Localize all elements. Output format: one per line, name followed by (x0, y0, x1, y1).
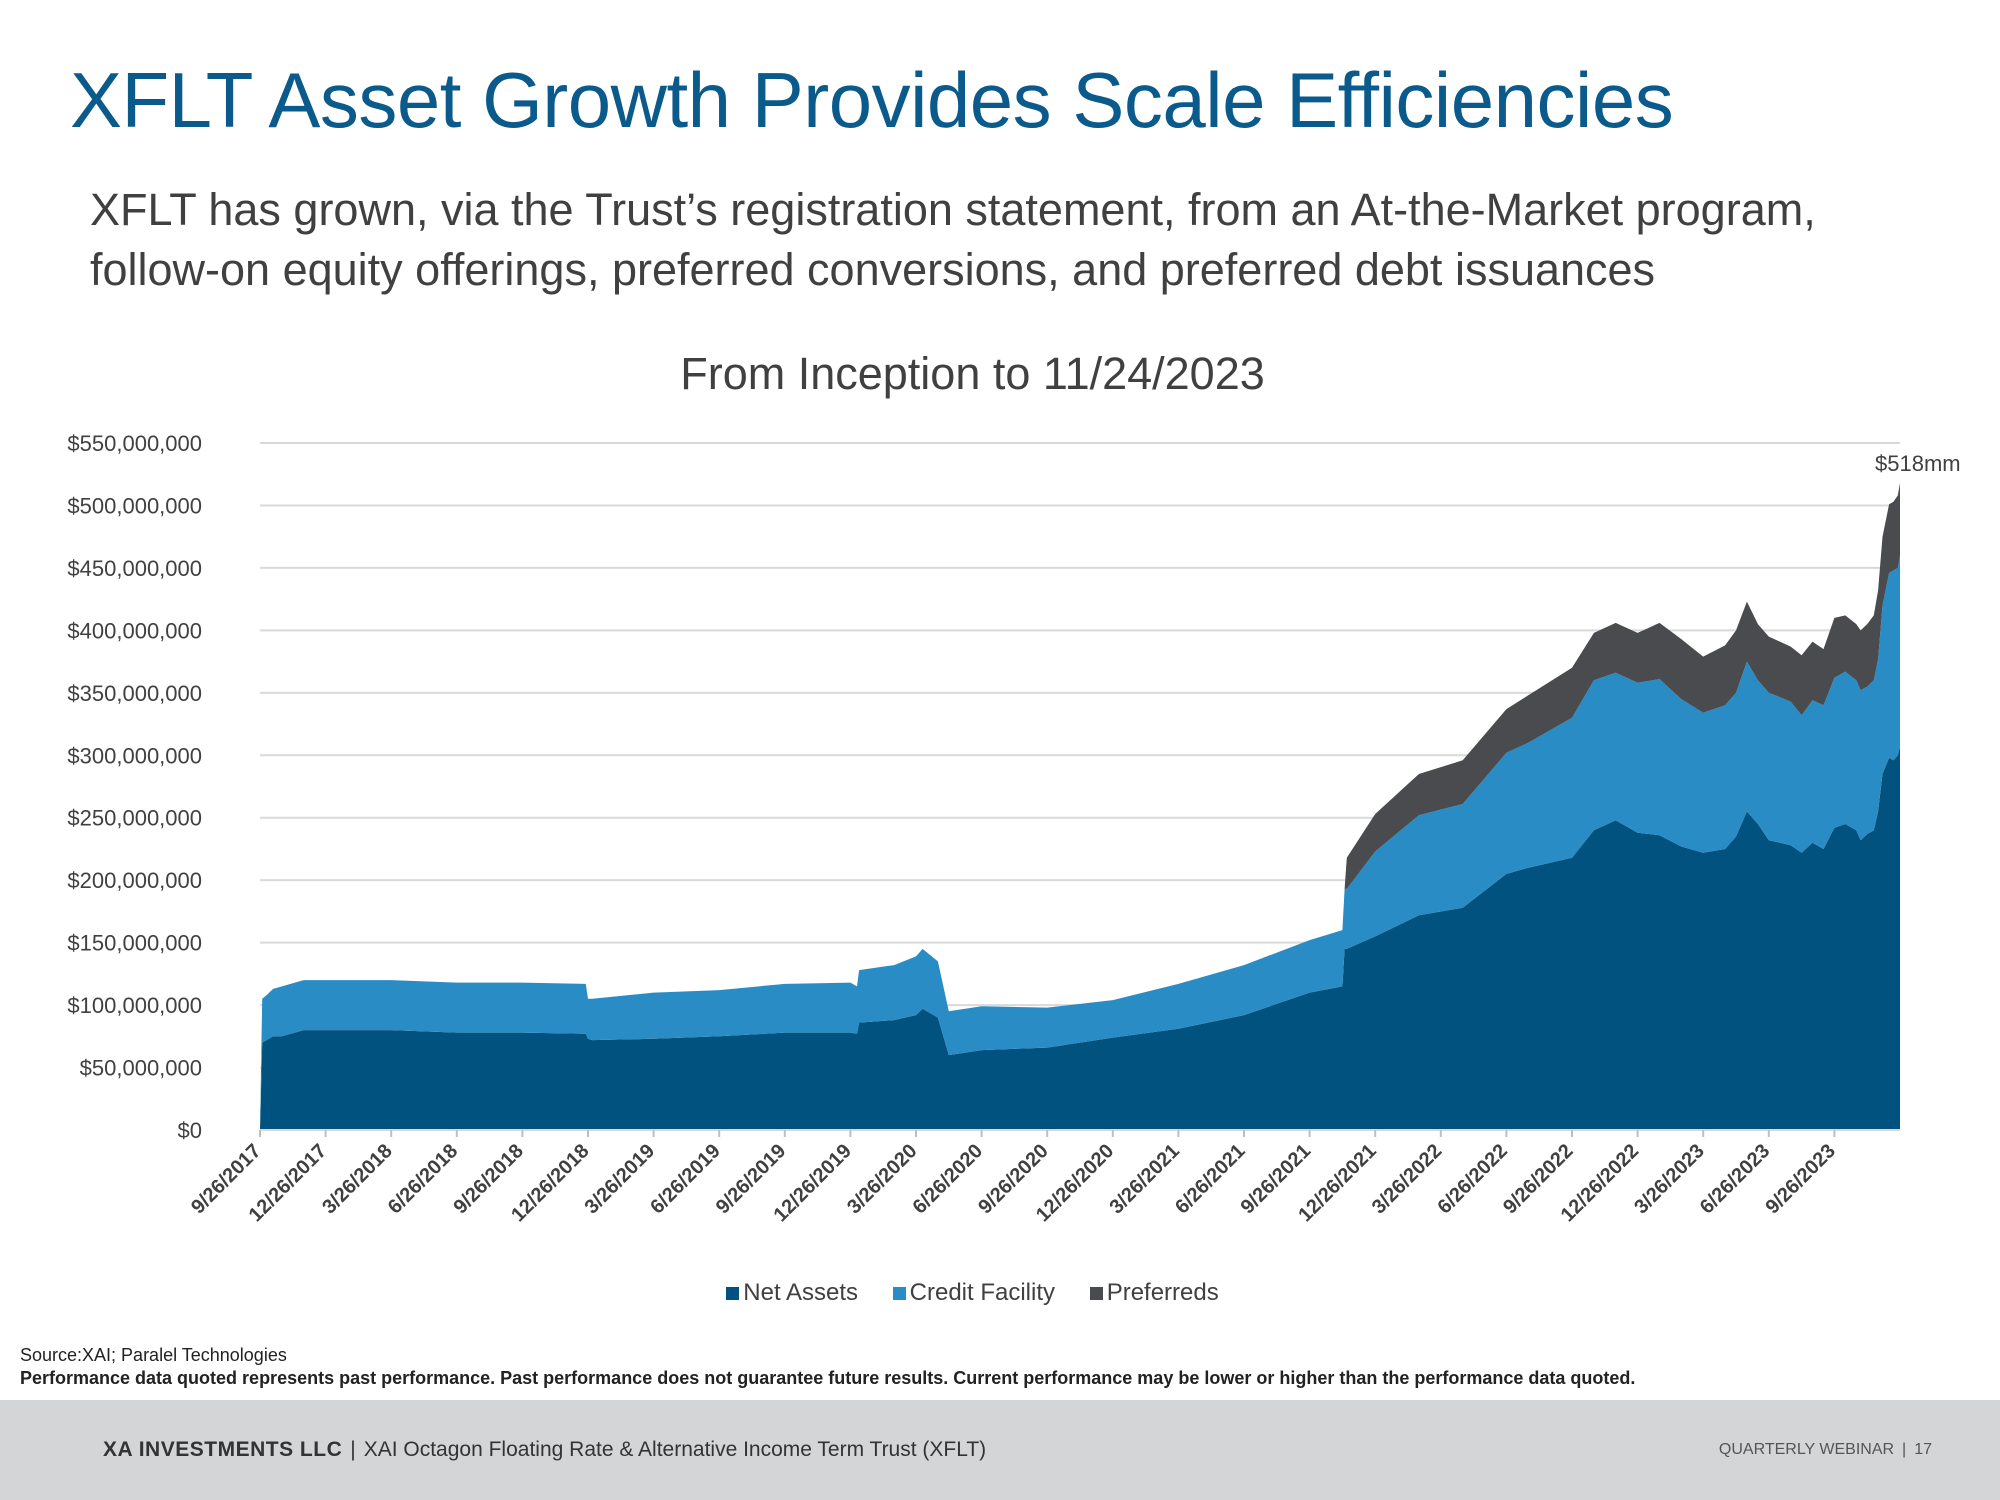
y-tick-label: $550,000,000 (67, 431, 202, 456)
chart-title: From Inception to 11/24/2023 (680, 348, 1265, 399)
legend-label-preferreds: Preferreds (1106, 1279, 1219, 1306)
y-tick-label: $100,000,000 (67, 993, 202, 1018)
x-tick-label: 3/26/2020 (843, 1140, 921, 1218)
x-tick-label: 3/26/2018 (318, 1140, 396, 1218)
y-tick-label: $200,000,000 (67, 868, 202, 893)
legend-item-credit-facility: Credit Facility (892, 1279, 1056, 1307)
x-tick-label: 9/26/2023 (1761, 1140, 1839, 1218)
x-tick-label: 6/26/2021 (1171, 1140, 1249, 1218)
page-title: XFLT Asset Growth Provides Scale Efficie… (70, 56, 1674, 144)
footer-section: QUARTERLY WEBINAR (1718, 1441, 1895, 1458)
footer-left: XA INVESTMENTS LLC | XAI Octagon Floating … (103, 1438, 986, 1462)
y-tick-label: $400,000,000 (67, 618, 202, 643)
y-axis: $0 $50,000,000 $100,000,000 $150,000,000 $20… (67, 431, 202, 1143)
x-tick-label: 3/26/2023 (1630, 1140, 1708, 1218)
legend-label-credit-facility: Credit Facility (909, 1279, 1056, 1306)
x-tick-label: 3/26/2021 (1105, 1140, 1183, 1218)
legend-swatch-preferreds (1089, 1287, 1103, 1300)
footer-company: XA INVESTMENTS LLC (103, 1438, 343, 1461)
footer-bar: XA INVESTMENTS LLC | XAI Octagon Floating … (0, 1400, 2000, 1500)
chart-legend: Net Assets Credit Facility Preferreds (0, 1279, 1945, 1307)
x-tick-label: 3/26/2019 (581, 1140, 659, 1218)
y-tick-label: $150,000,000 (67, 931, 202, 956)
total-annotation: $518mm (1875, 451, 1961, 476)
page-number: 17 (1914, 1441, 1932, 1458)
legend-swatch-net-assets (726, 1287, 740, 1300)
footer-page-separator: | (1902, 1441, 1907, 1458)
footer-separator: | (350, 1438, 356, 1461)
x-tick-label: 6/26/2023 (1696, 1140, 1774, 1218)
performance-disclaimer: Performance data quoted represents past … (20, 1368, 1636, 1388)
legend-label-net-assets: Net Assets (743, 1279, 858, 1306)
x-axis: 9/26/201712/26/20173/26/20186/26/20189/2… (187, 1129, 1900, 1226)
subtitle: XFLT has grown, via the Trust’s registra… (90, 184, 1816, 295)
x-tick-label: 3/26/2022 (1368, 1140, 1446, 1218)
asset-growth-chart: $0 $50,000,000 $100,000,000 $150,000,000 $20… (67, 431, 1961, 1226)
area-credit-facility (260, 555, 1900, 1130)
y-tick-label: $300,000,000 (67, 743, 202, 768)
legend-item-net-assets: Net Assets (726, 1279, 858, 1307)
y-tick-label: $0 (178, 1118, 202, 1143)
legend-item-preferreds: Preferreds (1089, 1279, 1219, 1307)
x-tick-label: 6/26/2020 (909, 1140, 987, 1218)
y-tick-label: $50,000,000 (80, 1056, 202, 1081)
y-tick-label: $250,000,000 (67, 806, 202, 831)
x-tick-label: 6/26/2018 (384, 1140, 462, 1218)
footer-fund-name: XAI Octagon Floating Rate & Alternative … (363, 1438, 987, 1461)
y-tick-label: $350,000,000 (67, 681, 202, 706)
y-tick-label: $450,000,000 (67, 556, 202, 581)
y-tick-label: $500,000,000 (67, 493, 202, 518)
source-note: Source:XAI; Paralel Technologies (20, 1345, 287, 1365)
x-tick-label: 6/26/2022 (1433, 1140, 1511, 1218)
stacked-areas (260, 483, 1900, 1130)
x-tick-label: 6/26/2019 (646, 1140, 724, 1218)
legend-swatch-credit-facility (892, 1287, 906, 1300)
area-net-assets (260, 746, 1900, 1130)
footer-right: QUARTERLY WEBINAR | 17 (1719, 1441, 1932, 1459)
